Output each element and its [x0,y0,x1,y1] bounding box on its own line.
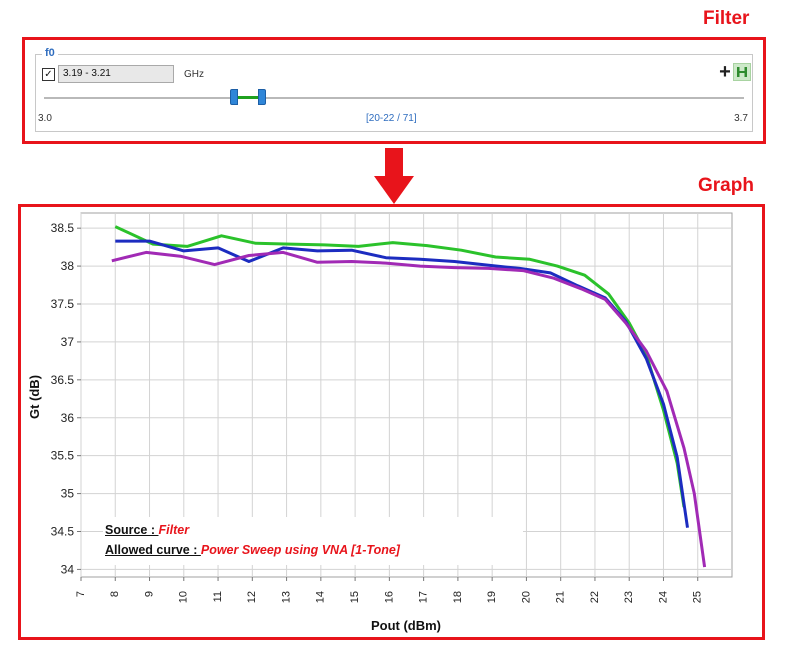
x-tick-label: 8 [109,591,121,597]
x-tick-label: 22 [589,591,601,603]
allowed-curve-value: Power Sweep using VNA [1-Tone] [200,543,400,557]
group-title: f0 [42,47,58,59]
scale-min-label: 3.0 [38,113,52,124]
x-tick-label: 21 [555,591,567,603]
allowed-curve-line: Allowed curve : Power Sweep using VNA [1… [105,543,400,557]
x-tick-label: 16 [383,591,395,603]
slider-left-handle[interactable] [230,89,238,105]
y-tick-label: 37.5 [51,297,75,311]
x-tick-label: 10 [178,591,190,603]
x-tick-label: 18 [452,591,464,603]
x-tick-label: 25 [692,591,704,603]
x-tick-label: 11 [212,591,224,602]
x-tick-label: 17 [418,591,430,603]
slider-right-handle[interactable] [258,89,266,105]
chart-annotation: Source : Filter Allowed curve : Power Sw… [103,517,523,565]
x-axis-label: Pout (dBm) [371,618,441,633]
filter-section-label: Filter [703,8,750,29]
scale-max-label: 3.7 [734,113,748,124]
filter-highlight-box: f0 ✓ 3.19 - 3.21 GHz + 3.0 [20-22 / 71] … [22,37,766,144]
down-arrow-icon [385,148,403,176]
y-tick-label: 35 [61,487,75,501]
frequency-range-field[interactable]: 3.19 - 3.21 [58,65,174,83]
x-tick-label: 7 [75,591,87,597]
plot-area [80,212,733,578]
graph-section-label: Graph [698,175,754,196]
x-tick-label: 13 [280,591,292,603]
plus-icon[interactable]: + [719,61,731,83]
x-tick-label: 24 [657,591,669,603]
x-tick-label: 20 [520,591,532,603]
x-tick-label: 19 [486,591,498,603]
series-line-3 [111,250,707,568]
y-tick-label: 36 [61,411,75,425]
frequency-slider-track[interactable] [44,97,744,99]
f0-enable-checkbox[interactable]: ✓ [42,68,55,81]
source-label: Source : [105,523,159,537]
h-range-icon[interactable] [733,63,751,81]
y-tick-label: 34 [61,562,75,576]
y-tick-label: 36.5 [51,373,75,387]
series-line-2 [115,239,689,528]
y-tick-label: 35.5 [51,449,75,463]
x-tick-label: 9 [143,591,155,597]
x-tick-label: 12 [246,591,258,603]
selection-index-label: [20-22 / 71] [366,113,417,124]
source-value: Filter [158,523,190,537]
y-tick-label: 38 [61,259,75,273]
f0-filter-group: f0 ✓ 3.19 - 3.21 GHz + 3.0 [20-22 / 71] … [35,47,753,132]
source-line: Source : Filter [105,523,189,537]
y-tick-label: 34.5 [51,525,75,539]
x-tick-label: 23 [623,591,635,603]
y-tick-label: 38.5 [51,221,75,235]
graph-highlight-box: 7 8 9 10 11 12 13 14 15 16 17 18 19 20 21 22 23 24 25 34 34.… [18,204,765,640]
x-tick-label: 14 [315,591,327,603]
allowed-curve-label: Allowed curve : [105,543,201,557]
y-tick-label: 37 [61,335,75,349]
x-tick-label: 15 [349,591,361,603]
y-axis-label: Gt (dB) [27,375,42,419]
gain-vs-pout-chart: 7 8 9 10 11 12 13 14 15 16 17 18 19 20 21 22 23 24 25 34 34.… [27,212,733,633]
down-arrow-head-icon [374,176,414,204]
unit-label: GHz [184,69,204,80]
frequency-slider-selection [236,96,260,99]
